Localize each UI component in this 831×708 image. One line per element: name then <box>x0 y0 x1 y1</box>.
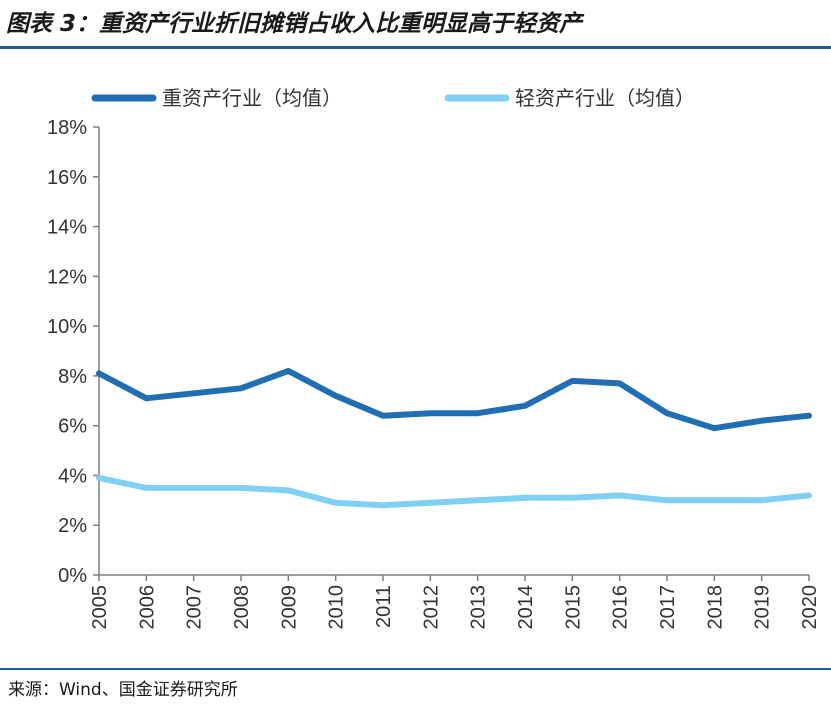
x-tick-label: 2008 <box>231 585 253 630</box>
y-tick-label: 0% <box>58 565 87 587</box>
legend-label: 轻资产行业（均值） <box>515 86 695 110</box>
x-tick-label: 2009 <box>278 585 300 630</box>
y-tick-label: 2% <box>58 515 87 537</box>
y-axis: 0% 2% 4% 6% 8% 10% 12% 14% 16% 18% <box>47 117 100 587</box>
y-tick-label: 16% <box>47 167 87 189</box>
y-tick-label: 4% <box>58 465 87 487</box>
series-line-1 <box>96 367 812 432</box>
x-tick-label: 2020 <box>799 585 821 630</box>
x-tick-label: 2005 <box>89 585 111 630</box>
series-line-2 <box>96 474 812 509</box>
y-tick-label: 8% <box>58 366 87 388</box>
legend-label: 重资产行业（均值） <box>162 86 342 110</box>
x-tick-label: 2010 <box>326 585 348 630</box>
x-tick-label: 2017 <box>657 585 679 630</box>
x-tick-label: 2018 <box>704 585 726 630</box>
x-tick-label: 2019 <box>752 585 774 630</box>
legend: 重资产行业（均值） 轻资产行业（均值） <box>91 86 695 110</box>
y-tick-label: 18% <box>47 117 87 139</box>
x-tick-label: 2016 <box>610 585 632 630</box>
source-note: 来源：Wind、国金证券研究所 <box>8 680 238 700</box>
line-chart: 重资产行业（均值） 轻资产行业（均值） 0% 2% 4% 6% 8% 10% 12% 14% 16… <box>47 86 821 630</box>
y-tick-label: 6% <box>58 416 87 438</box>
y-tick-label: 10% <box>47 316 87 338</box>
x-tick-label: 2015 <box>562 585 584 630</box>
y-tick-label: 14% <box>47 217 87 239</box>
x-tick-label: 2011 <box>373 585 395 628</box>
series-layer <box>96 367 812 509</box>
source-rule <box>0 668 831 670</box>
y-tick-label: 12% <box>47 266 87 288</box>
x-axis: 2005 2006 2007 2008 2009 2010 2011 2012 2013 2014… <box>89 574 821 630</box>
x-tick-label: 2007 <box>184 585 206 630</box>
x-tick-label: 2012 <box>420 585 442 630</box>
x-tick-label: 2013 <box>468 585 490 630</box>
legend-item-2: 轻资产行业（均值） <box>444 86 695 110</box>
x-tick-label: 2014 <box>515 585 537 630</box>
title-rule <box>0 46 831 49</box>
figure-title: 图表 3：重资产行业折旧摊销占收入比重明显高于轻资产 <box>6 11 583 37</box>
x-tick-label: 2006 <box>136 585 158 630</box>
legend-item-1: 重资产行业（均值） <box>91 86 342 110</box>
